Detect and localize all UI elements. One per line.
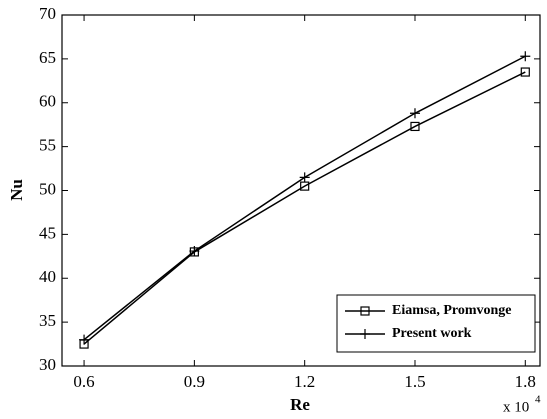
marker bbox=[520, 51, 531, 62]
x-tick-label: 1.2 bbox=[294, 372, 315, 391]
y-tick-label: 40 bbox=[39, 267, 56, 286]
y-tick-label: 55 bbox=[39, 136, 56, 155]
y-axis-label: Nu bbox=[7, 179, 26, 201]
legend-marker bbox=[360, 329, 370, 339]
marker bbox=[520, 67, 530, 77]
legend-label: Eiamsa, Promvonge bbox=[392, 303, 512, 318]
x-tick-label: 0.6 bbox=[73, 372, 94, 391]
y-tick-label: 50 bbox=[39, 179, 56, 198]
x-tick-label: 1.8 bbox=[515, 372, 536, 391]
x-tick-label: 1.5 bbox=[404, 372, 425, 391]
marker bbox=[409, 108, 420, 119]
legend-box bbox=[336, 294, 536, 353]
series-line bbox=[83, 71, 526, 345]
x-scale-exponent: 4 bbox=[535, 394, 541, 406]
marker bbox=[79, 334, 90, 345]
marker bbox=[189, 246, 200, 257]
marker bbox=[299, 172, 310, 183]
legend-label: Present work bbox=[392, 326, 472, 341]
y-tick-label: 70 bbox=[39, 4, 56, 23]
x-scale-label: x 10 bbox=[503, 399, 529, 415]
y-tick-label: 60 bbox=[39, 92, 56, 111]
y-tick-label: 65 bbox=[39, 48, 56, 67]
y-tick-label: 35 bbox=[39, 311, 56, 330]
y-tick-label: 30 bbox=[39, 355, 56, 374]
y-tick-label: 45 bbox=[39, 223, 56, 242]
legend-marker bbox=[360, 306, 370, 316]
x-axis-label: Re bbox=[290, 395, 310, 414]
x-tick-label: 0.9 bbox=[184, 372, 205, 391]
marker bbox=[410, 121, 420, 132]
